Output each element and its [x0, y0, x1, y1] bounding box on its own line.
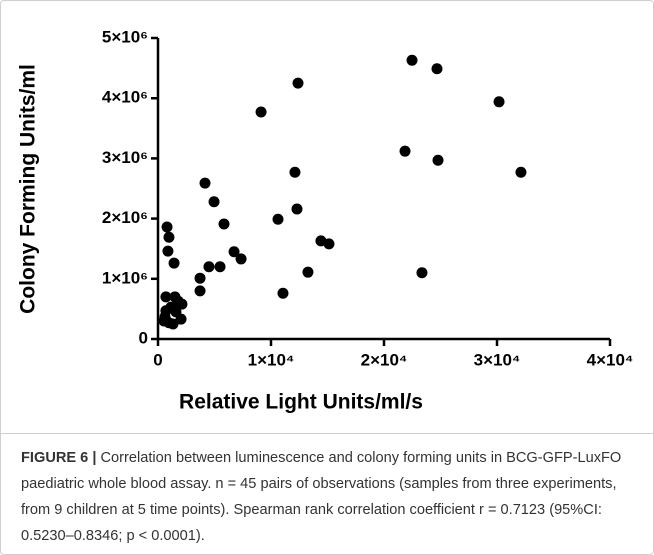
- y-tick-label: 1×10⁶: [102, 268, 148, 287]
- y-tick-label: 2×10⁶: [102, 208, 148, 227]
- data-point: [162, 245, 174, 257]
- data-point: [161, 221, 173, 233]
- x-axis-label: Relative Light Units/ml/s: [179, 391, 423, 414]
- x-tick-label: 0: [153, 350, 162, 369]
- y-axis-label: Colony Forming Units/ml: [17, 64, 40, 314]
- data-point: [208, 196, 220, 208]
- data-point: [493, 96, 505, 108]
- data-point: [277, 287, 289, 299]
- y-tick-label: 4×10⁶: [102, 88, 148, 107]
- data-point: [160, 291, 172, 303]
- divider: [1, 433, 653, 434]
- data-point: [515, 166, 527, 178]
- data-point: [194, 272, 206, 284]
- data-point: [194, 285, 206, 297]
- data-point: [289, 166, 301, 178]
- data-point: [323, 238, 335, 250]
- y-tick-label: 3×10⁶: [102, 148, 148, 167]
- caption-label: FIGURE 6 |: [21, 450, 97, 466]
- data-point: [167, 318, 179, 330]
- caption-text: Correlation between luminescence and col…: [21, 450, 622, 544]
- chart: Relative Light Units/ml/s Colony Forming…: [17, 27, 634, 414]
- x-tick-label: 3×10⁴: [474, 350, 521, 369]
- data-point: [272, 213, 284, 225]
- data-point: [416, 267, 428, 279]
- caption: FIGURE 6 | Correlation between luminesce…: [21, 445, 639, 549]
- y-tick-label: 0: [139, 328, 148, 347]
- data-point: [160, 305, 172, 317]
- data-point: [406, 54, 418, 66]
- data-point: [214, 261, 226, 273]
- data-point: [431, 63, 443, 75]
- data-point: [170, 306, 182, 318]
- data-point: [432, 154, 444, 166]
- x-tick-label: 1×10⁴: [248, 350, 295, 369]
- data-point: [168, 257, 180, 269]
- data-point: [291, 203, 303, 215]
- data-point: [203, 261, 215, 273]
- x-tick-label: 2×10⁴: [361, 350, 408, 369]
- data-point: [302, 266, 314, 278]
- data-point: [399, 145, 411, 157]
- y-tick-label: 5×10⁶: [102, 27, 148, 46]
- data-point: [218, 218, 230, 230]
- data-point: [163, 231, 175, 243]
- data-point: [172, 295, 184, 307]
- data-point: [292, 77, 304, 89]
- x-tick-label: 4×10⁴: [587, 350, 634, 369]
- data-point: [199, 177, 211, 189]
- data-point: [228, 246, 240, 258]
- data-point: [235, 253, 247, 265]
- data-point: [255, 106, 267, 118]
